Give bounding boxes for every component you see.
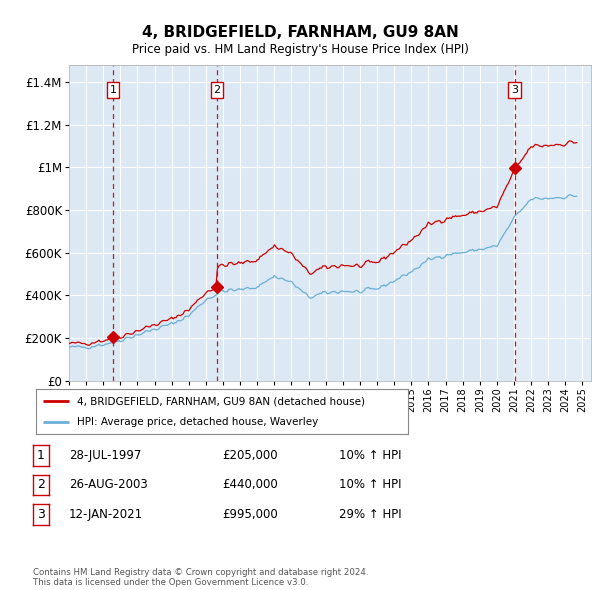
Text: HPI: Average price, detached house, Waverley: HPI: Average price, detached house, Wave… [77, 417, 318, 427]
Text: 3: 3 [511, 85, 518, 95]
Text: Price paid vs. HM Land Registry's House Price Index (HPI): Price paid vs. HM Land Registry's House … [131, 43, 469, 56]
Text: 2: 2 [37, 478, 45, 491]
Text: £440,000: £440,000 [222, 478, 278, 491]
Text: £995,000: £995,000 [222, 508, 278, 521]
Text: 1: 1 [109, 85, 116, 95]
Text: 10% ↑ HPI: 10% ↑ HPI [339, 449, 401, 462]
Bar [515, 65, 591, 381]
Text: Contains HM Land Registry data © Crown copyright and database right 2024.
This d: Contains HM Land Registry data © Crown c… [33, 568, 368, 587]
Text: 10% ↑ HPI: 10% ↑ HPI [339, 478, 401, 491]
Text: 12-JAN-2021: 12-JAN-2021 [69, 508, 143, 521]
Text: 4, BRIDGEFIELD, FARNHAM, GU9 8AN (detached house): 4, BRIDGEFIELD, FARNHAM, GU9 8AN (detach… [77, 396, 365, 407]
Text: 29% ↑ HPI: 29% ↑ HPI [339, 508, 401, 521]
Text: 4, BRIDGEFIELD, FARNHAM, GU9 8AN: 4, BRIDGEFIELD, FARNHAM, GU9 8AN [142, 25, 458, 40]
Text: 3: 3 [37, 508, 45, 521]
Text: 26-AUG-2003: 26-AUG-2003 [69, 478, 148, 491]
Text: 1: 1 [37, 449, 45, 462]
Text: 28-JUL-1997: 28-JUL-1997 [69, 449, 142, 462]
Text: 2: 2 [214, 85, 221, 95]
Text: £205,000: £205,000 [222, 449, 278, 462]
